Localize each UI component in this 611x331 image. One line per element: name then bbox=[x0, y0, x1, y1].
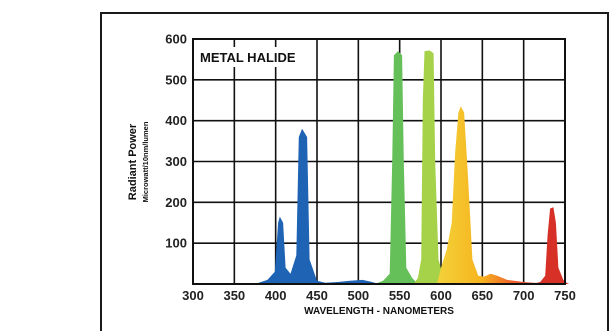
x-tick-label: 750 bbox=[554, 288, 576, 303]
x-tick-label: 450 bbox=[306, 288, 328, 303]
x-tick-label: 700 bbox=[513, 288, 535, 303]
x-tick-label: 600 bbox=[430, 288, 452, 303]
x-tick-label: 300 bbox=[182, 288, 204, 303]
y-tick-label: 500 bbox=[165, 72, 187, 87]
x-tick-label: 500 bbox=[347, 288, 369, 303]
title-box bbox=[196, 47, 308, 67]
series-layer bbox=[255, 50, 570, 285]
y-tick-label: 100 bbox=[165, 236, 187, 251]
x-tick-label: 350 bbox=[223, 288, 245, 303]
y-tick-label: 200 bbox=[165, 195, 187, 210]
y-tick-label: 300 bbox=[165, 154, 187, 169]
spectrum-peak-5 bbox=[531, 207, 570, 284]
x-tick-label: 550 bbox=[389, 288, 411, 303]
chart-title: METAL HALIDE bbox=[200, 50, 296, 65]
x-tick-label: 650 bbox=[471, 288, 493, 303]
plot-border bbox=[192, 38, 566, 285]
x-tick-labels: 300 350 400 450 500 550 600 650 700 750 bbox=[182, 288, 576, 303]
x-axis-label: WAVELENGTH - NANOMETERS bbox=[304, 306, 454, 317]
spectrum-peak-4 bbox=[436, 106, 549, 285]
spectrum-peak-3 bbox=[413, 50, 450, 285]
y-axis-sublabel: Microwatt/10nm/lumen bbox=[141, 121, 150, 202]
y-tick-label: 400 bbox=[165, 113, 187, 128]
chart-frame bbox=[100, 12, 609, 331]
x-tick-label: 400 bbox=[265, 288, 287, 303]
y-tick-labels: 100 200 300 400 500 600 bbox=[165, 32, 187, 251]
spectrum-peak-2 bbox=[374, 51, 418, 284]
y-axis-label: Radiant Power bbox=[127, 123, 139, 200]
y-tick-label: 600 bbox=[165, 32, 187, 47]
